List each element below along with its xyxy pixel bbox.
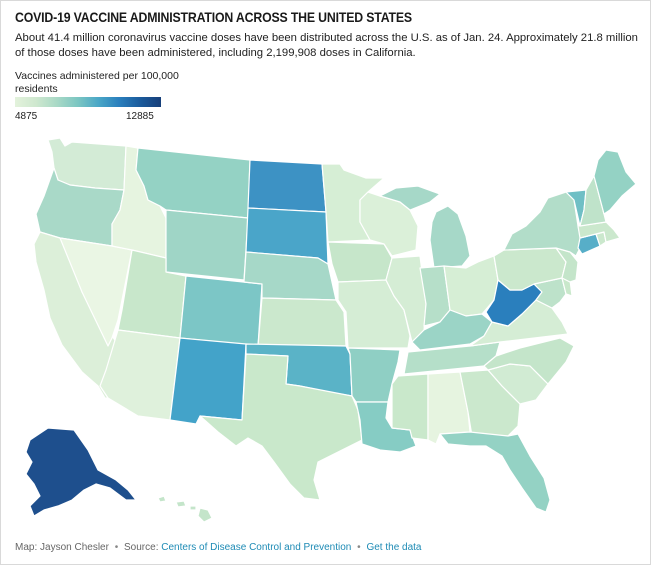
- source-prefix: Source:: [124, 542, 159, 553]
- state-alaska[interactable]: [25, 427, 137, 517]
- state-hawaii[interactable]: [157, 495, 213, 523]
- footer-separator: •: [114, 542, 119, 553]
- state-maine[interactable]: [593, 149, 637, 215]
- state-new-york[interactable]: [503, 191, 583, 257]
- state-new-jersey[interactable]: [555, 247, 579, 283]
- map-description: About 41.4 million coronavirus vaccine d…: [15, 32, 638, 59]
- state-north-dakota[interactable]: [247, 159, 327, 213]
- state-kentucky[interactable]: [411, 309, 493, 351]
- state-kansas[interactable]: [257, 297, 347, 347]
- credit-text: Map: Jayson Chesler: [15, 542, 109, 553]
- source-link[interactable]: Centers of Disease Control and Preventio…: [161, 542, 352, 553]
- legend-max-label: 12885: [126, 111, 154, 122]
- state-north-carolina[interactable]: [483, 337, 575, 385]
- state-colorado[interactable]: [179, 275, 263, 347]
- footer-separator-2: •: [357, 542, 361, 553]
- state-new-mexico[interactable]: [169, 337, 247, 425]
- map-title: COVID-19 VACCINE ADMINISTRATION ACROSS T…: [15, 9, 412, 25]
- state-wyoming[interactable]: [165, 209, 249, 281]
- state-louisiana[interactable]: [355, 401, 417, 453]
- state-massachusetts[interactable]: [577, 221, 621, 243]
- map-footer: Map: Jayson Chesler • Source: Centers of…: [15, 542, 422, 553]
- state-texas[interactable]: [199, 353, 363, 501]
- get-data-link[interactable]: Get the data: [366, 542, 422, 553]
- state-michigan[interactable]: [379, 185, 471, 269]
- legend-color-scale: [15, 97, 161, 107]
- state-florida[interactable]: [439, 431, 551, 513]
- legend-min-label: 4875: [15, 111, 38, 122]
- legend-title: Vaccines administered per 100,000 reside…: [15, 70, 179, 95]
- state-iowa[interactable]: [327, 241, 393, 283]
